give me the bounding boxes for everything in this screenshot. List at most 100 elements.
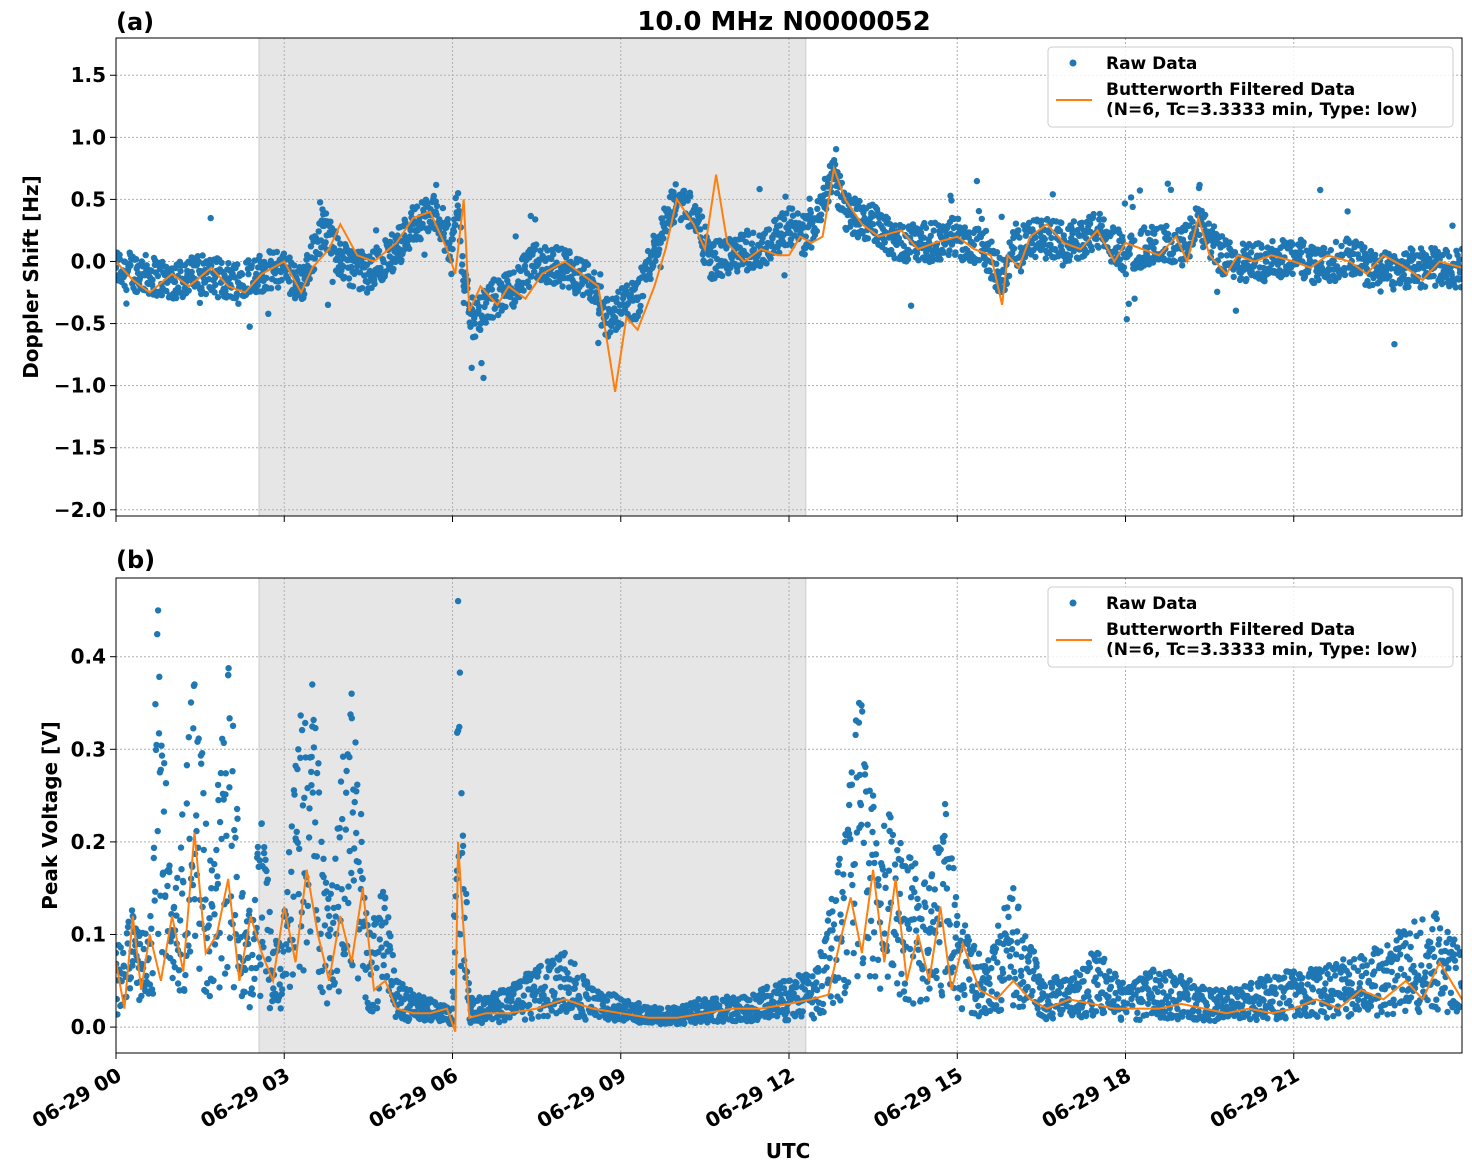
raw-data-point [1136, 1016, 1143, 1023]
raw-data-point [309, 789, 316, 796]
raw-data-point [348, 715, 355, 722]
raw-data-point [117, 944, 124, 951]
raw-data-point [1096, 995, 1103, 1002]
raw-data-point [915, 902, 922, 910]
raw-data-point [541, 983, 549, 990]
raw-data-point [858, 821, 865, 828]
raw-data-point [806, 195, 813, 202]
raw-data-point [225, 260, 232, 267]
raw-data-point [898, 239, 905, 247]
raw-data-point [533, 258, 540, 265]
raw-data-point [1232, 307, 1240, 314]
raw-data-point [298, 726, 306, 734]
raw-data-point [253, 270, 260, 278]
raw-data-point [246, 1004, 253, 1011]
raw-data-point [952, 249, 959, 256]
raw-data-point [252, 964, 260, 972]
raw-data-point [211, 860, 218, 868]
raw-data-point [132, 256, 140, 263]
raw-data-point [833, 189, 841, 197]
raw-data-point [177, 267, 184, 275]
raw-data-point [912, 860, 919, 867]
raw-data-point [345, 899, 352, 907]
raw-data-point [636, 307, 644, 315]
raw-data-point [1390, 286, 1397, 293]
raw-data-point [363, 949, 371, 957]
raw-data-point [1226, 239, 1233, 246]
raw-data-point [584, 261, 592, 268]
raw-data-point [848, 769, 855, 776]
raw-data-point [390, 265, 397, 273]
raw-data-point [933, 967, 940, 975]
raw-data-point [316, 251, 323, 258]
raw-data-point [1289, 241, 1296, 248]
raw-data-point [891, 255, 898, 262]
raw-data-point [1058, 219, 1065, 227]
raw-data-point [511, 298, 519, 305]
raw-data-point [336, 834, 343, 841]
raw-data-point [952, 894, 960, 901]
raw-data-point [1143, 1011, 1150, 1018]
raw-data-point [355, 858, 362, 866]
raw-data-point [230, 984, 238, 991]
raw-data-point [213, 846, 220, 854]
raw-data-point [1213, 986, 1220, 993]
raw-data-point [245, 257, 252, 264]
raw-data-point [1019, 1003, 1027, 1010]
raw-data-point [228, 842, 235, 849]
raw-data-point [1098, 222, 1106, 230]
raw-data-point [283, 941, 290, 948]
raw-data-point [1449, 222, 1456, 229]
raw-data-point [1217, 252, 1225, 259]
raw-data-point [166, 868, 173, 876]
raw-data-point [940, 838, 947, 845]
raw-data-point [407, 227, 414, 234]
raw-data-point [1034, 1005, 1041, 1012]
raw-data-point [393, 245, 400, 253]
raw-data-point [214, 781, 222, 789]
raw-data-point [1038, 995, 1046, 1002]
raw-data-point [320, 855, 327, 862]
raw-data-point [170, 958, 177, 966]
raw-data-point [1406, 277, 1414, 284]
raw-data-point [680, 187, 688, 194]
raw-data-point [433, 181, 440, 189]
raw-data-point [195, 735, 202, 742]
raw-data-point [866, 973, 874, 980]
raw-data-point [1049, 1010, 1056, 1017]
raw-data-point [1315, 276, 1322, 284]
raw-data-point [943, 885, 951, 892]
raw-data-point [875, 882, 882, 889]
raw-data-point [1014, 928, 1021, 935]
raw-data-point [988, 964, 995, 972]
raw-data-point [495, 311, 502, 319]
y-tick-label: 0.0 [71, 249, 106, 273]
raw-data-point [900, 223, 907, 231]
raw-data-point [627, 291, 634, 298]
raw-data-point [826, 954, 833, 962]
raw-data-point [342, 826, 349, 833]
raw-data-point [928, 871, 936, 878]
raw-data-point [463, 890, 470, 898]
raw-data-point [1174, 1005, 1181, 1012]
raw-data-point [937, 982, 944, 989]
raw-data-point [889, 831, 897, 839]
raw-data-point [277, 965, 284, 973]
raw-data-point [970, 942, 978, 950]
raw-data-point [351, 845, 358, 852]
raw-data-point [156, 673, 163, 680]
raw-data-point [312, 724, 319, 732]
raw-data-point [1112, 989, 1119, 997]
raw-data-point [336, 824, 343, 832]
raw-data-point [981, 1005, 988, 1012]
raw-data-point [496, 1018, 503, 1026]
raw-data-point [1144, 1000, 1152, 1008]
raw-data-point [267, 928, 274, 935]
raw-data-point [1123, 1008, 1130, 1016]
raw-data-point [364, 999, 371, 1006]
raw-data-point [768, 1012, 775, 1019]
raw-data-point [1457, 284, 1462, 291]
raw-data-point [1374, 270, 1382, 278]
raw-data-point [872, 973, 879, 980]
raw-data-point [1184, 991, 1191, 998]
